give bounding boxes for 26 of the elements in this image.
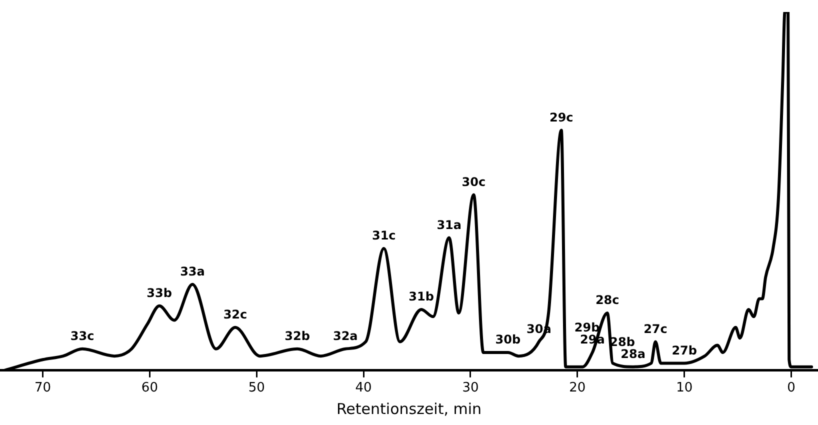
x-tick-label: 40 bbox=[355, 380, 372, 396]
annotation: 33a bbox=[180, 264, 205, 279]
x-tick-label: 60 bbox=[141, 380, 158, 396]
x-tick-label: 70 bbox=[34, 380, 52, 396]
x-tick-label: 30 bbox=[462, 380, 479, 396]
annotation: 30c bbox=[462, 174, 486, 189]
annotation: 29c bbox=[549, 110, 574, 124]
annotation: 32b bbox=[284, 329, 310, 344]
annotation: 27c bbox=[644, 322, 668, 336]
x-tick-label: 50 bbox=[248, 380, 265, 396]
annotation: 28c bbox=[595, 293, 620, 308]
annotation: 33c bbox=[70, 329, 94, 344]
x-tick-label: 10 bbox=[676, 380, 693, 396]
annotation: 27b bbox=[672, 343, 698, 358]
annotation: 31b bbox=[408, 290, 434, 304]
annotation: 30b bbox=[495, 332, 521, 347]
x-tick-label: 0 bbox=[787, 380, 796, 396]
annotation: 32a bbox=[332, 329, 358, 344]
annotation: 33b bbox=[146, 286, 172, 300]
annotation: 32c bbox=[223, 308, 248, 322]
x-axis-title: Retentionszeit, min bbox=[336, 400, 482, 418]
annotation: 31a bbox=[436, 218, 462, 232]
x-tick-label: 20 bbox=[569, 380, 586, 396]
annotation: 28a bbox=[620, 346, 646, 361]
annotation: 31c bbox=[372, 228, 396, 243]
annotation: 29b bbox=[574, 320, 600, 335]
